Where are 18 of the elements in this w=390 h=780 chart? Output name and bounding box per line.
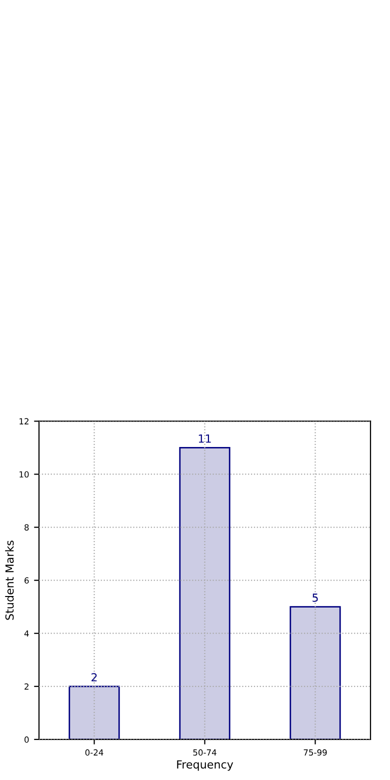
x-tick-label: 75-99: [304, 749, 327, 756]
data-label: 2: [92, 673, 97, 682]
x-tick-label: 0-24: [85, 749, 104, 756]
bar: [290, 606, 341, 740]
y-axis-title: Student Marks: [5, 540, 14, 620]
data-label: 5: [312, 594, 318, 602]
x-tick-label: 50-74: [193, 749, 216, 756]
y-tick-label: 6: [24, 577, 29, 584]
x-axis-title: Frequency: [177, 760, 234, 771]
data-label: 11: [198, 434, 211, 443]
y-tick-label: 4: [24, 630, 29, 637]
y-tick-label: 10: [20, 471, 29, 478]
y-tick-label: 2: [24, 683, 28, 690]
y-tick-label: 0: [24, 736, 29, 743]
y-tick-label: 12: [20, 418, 28, 424]
bar: [179, 447, 230, 740]
y-tick-label: 8: [24, 524, 29, 531]
bar: [68, 686, 120, 740]
